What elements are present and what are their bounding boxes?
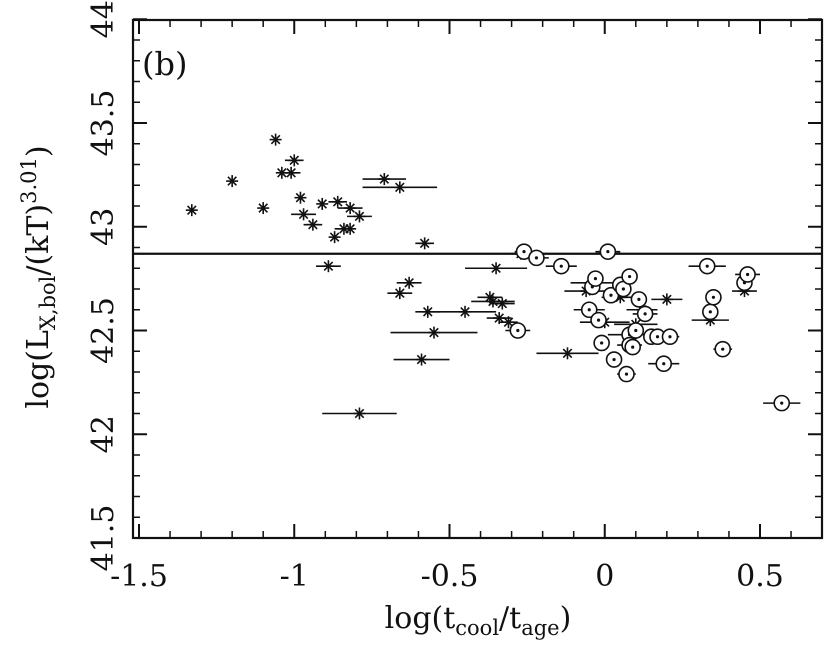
asterisk-point <box>427 326 440 339</box>
circle-point <box>624 338 641 356</box>
circle-point <box>705 288 722 306</box>
x-tick-label: 0 <box>595 559 614 594</box>
circle-point <box>618 365 635 383</box>
circle-point <box>739 266 756 283</box>
asterisk-point <box>316 197 329 210</box>
y-tick-label: 42 <box>86 415 121 453</box>
x-tick-label: 0.5 <box>736 559 784 594</box>
circle-point <box>773 394 791 412</box>
circle-point <box>621 268 638 285</box>
circle-point <box>714 340 732 358</box>
circle-point <box>587 270 604 287</box>
circle-point <box>655 355 673 373</box>
circle-point <box>599 243 617 260</box>
asterisk-point <box>328 231 341 244</box>
asterisk-point <box>490 262 503 275</box>
y-tick-label: 41.5 <box>86 505 121 572</box>
circle-point <box>636 305 654 323</box>
x-tick-label: -0.5 <box>421 559 479 594</box>
asterisk-point <box>418 237 431 250</box>
y-axis-title: log(LX,bol/(kT)3.01) <box>17 145 60 408</box>
asterisk-point <box>353 210 366 223</box>
y-tick-label: 42.5 <box>86 297 121 364</box>
circle-point <box>590 311 607 329</box>
circle-point <box>661 328 679 346</box>
asterisk-point <box>185 204 198 217</box>
panel-label: (b) <box>142 45 187 83</box>
asterisk-point <box>486 295 499 308</box>
y-tick-label: 44 <box>86 0 121 38</box>
asterisk-point <box>502 316 515 329</box>
asterisk-point <box>257 202 270 215</box>
circle-point <box>630 291 648 308</box>
asterisk-point <box>393 181 406 194</box>
circle-point <box>552 257 570 275</box>
circle-point <box>580 301 598 319</box>
circle-point <box>605 351 623 368</box>
asterisk-point <box>294 191 307 204</box>
plot-frame <box>131 18 824 540</box>
asterisk-point <box>344 222 357 235</box>
x-tick-label: -1 <box>280 559 309 594</box>
asterisk-point <box>378 173 391 186</box>
asterisk-point <box>393 287 406 300</box>
asterisk-point <box>344 202 357 215</box>
asterisk-point <box>493 312 506 325</box>
asterisk-point <box>285 166 298 179</box>
circle-point <box>593 334 610 352</box>
asterisk-point <box>269 133 282 146</box>
asterisk-point <box>421 305 434 318</box>
y-tick-label: 43.5 <box>86 90 121 157</box>
asterisk-point <box>306 218 319 231</box>
asterisk-point <box>322 260 335 273</box>
circle-point <box>509 322 527 339</box>
asterisk-point <box>459 305 472 318</box>
circle-point <box>627 322 645 339</box>
asterisk-point <box>660 293 673 306</box>
asterisk-point <box>561 347 574 360</box>
asterisk-point <box>415 353 428 366</box>
y-tick-label: 43 <box>86 208 121 246</box>
asterisk-point <box>496 297 509 310</box>
circle-point <box>528 249 545 267</box>
asterisk-point <box>288 154 301 167</box>
asterisk-point <box>353 407 366 420</box>
asterisk-point <box>403 276 416 289</box>
asterisk-point <box>297 208 310 221</box>
x-tick-label: -1.5 <box>110 559 168 594</box>
asterisk-point <box>275 166 288 179</box>
asterisk-point <box>331 195 344 208</box>
asterisk-point <box>226 175 239 188</box>
circle-point <box>698 257 716 275</box>
circle-point <box>702 303 719 321</box>
x-axis-title: log(tcool/tage) <box>385 601 572 640</box>
circle-point <box>602 286 620 304</box>
